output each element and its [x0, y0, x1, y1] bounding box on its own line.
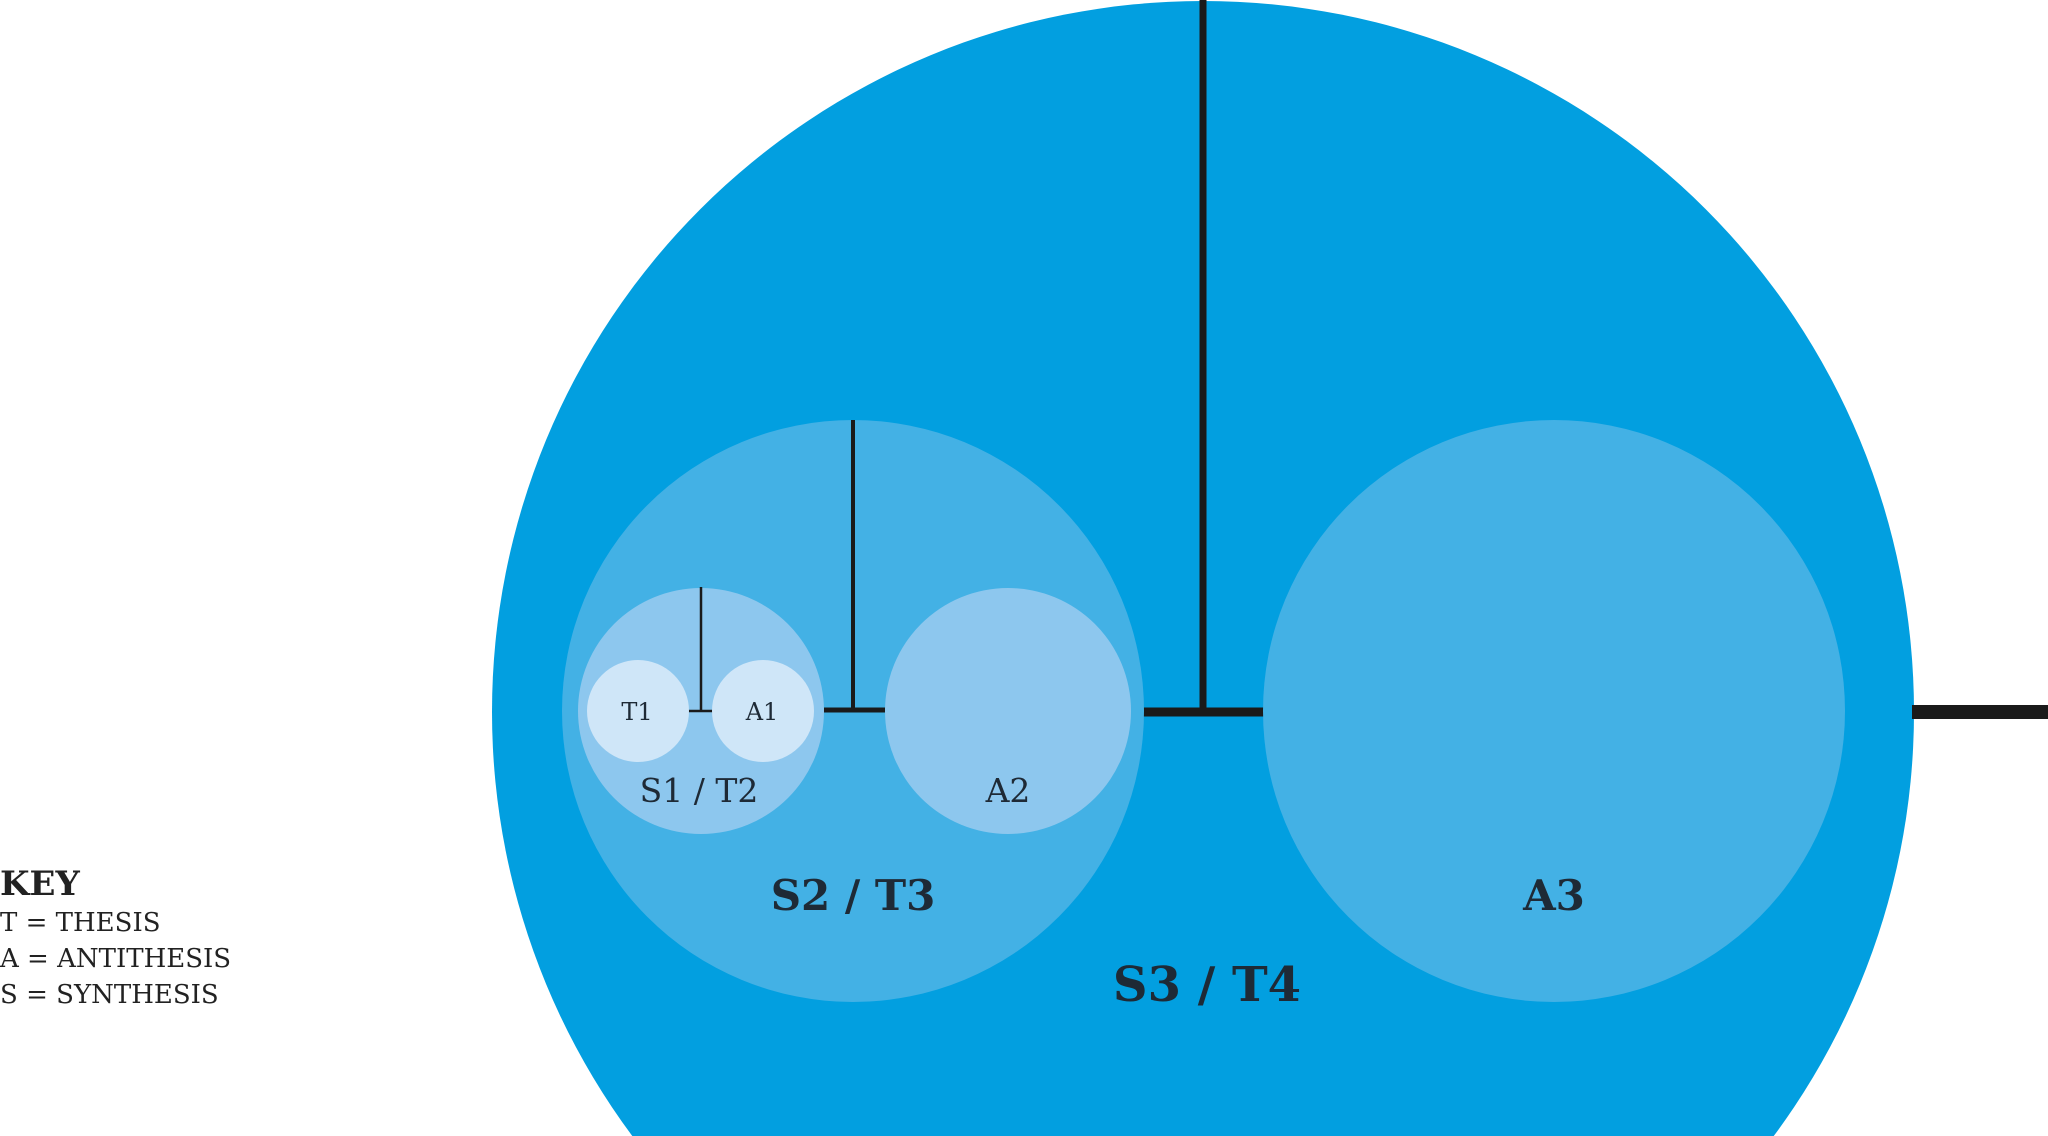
s3-t4-label: S3 / T4	[1113, 957, 1301, 1013]
t1-circle	[587, 660, 689, 762]
a2-circle	[885, 588, 1131, 834]
a3-circle	[1263, 420, 1845, 1002]
key-item-antithesis: A = ANTITHESIS	[0, 944, 231, 974]
key-title: KEY	[0, 864, 80, 904]
s2-t3-label: S2 / T3	[771, 871, 936, 920]
a1-circle	[712, 660, 814, 762]
a3-label: A3	[1522, 871, 1585, 920]
key-legend: KEY T = THESIS A = ANTITHESIS S = SYNTHE…	[0, 864, 231, 1010]
a1-label: A1	[745, 698, 779, 726]
s1-t2-label: S1 / T2	[640, 771, 759, 810]
t1-label: T1	[621, 698, 652, 726]
key-item-synthesis: S = SYNTHESIS	[0, 980, 219, 1010]
a2-label: A2	[985, 771, 1031, 810]
key-item-thesis: T = THESIS	[0, 908, 161, 938]
